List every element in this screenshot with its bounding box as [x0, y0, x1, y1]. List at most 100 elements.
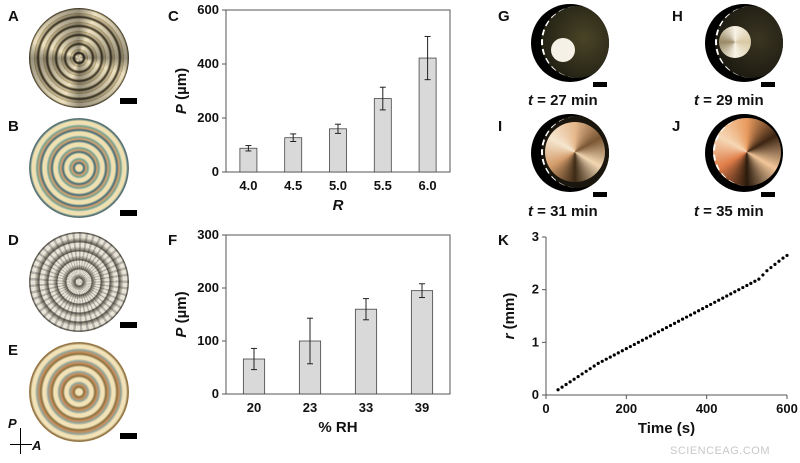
scale-bar-e: [120, 433, 137, 439]
scale-bar-j: [761, 192, 775, 197]
bar: [239, 147, 258, 173]
data-point: [697, 309, 701, 313]
data-point: [604, 357, 608, 361]
data-point: [556, 388, 560, 392]
y-axis-label: P (µm): [173, 68, 190, 114]
y-tick-label: 1: [532, 334, 539, 349]
data-point: [765, 269, 769, 273]
data-point: [725, 294, 729, 298]
data-point: [761, 273, 765, 277]
y-tick-label: 3: [532, 229, 539, 244]
scale-bar-d: [120, 322, 137, 328]
data-point: [733, 290, 737, 294]
micrograph-b: [29, 118, 129, 218]
x-tick-label: 400: [696, 401, 718, 416]
data-point: [580, 372, 584, 376]
y-tick-label: 200: [197, 280, 219, 295]
bar: [410, 290, 434, 395]
x-axis-label: % RH: [318, 419, 357, 436]
y-axis-label: P (µm): [173, 291, 190, 337]
scale-bar-b: [120, 210, 137, 216]
caption-h: t = 29 min: [694, 92, 764, 109]
scale-bar-h: [761, 82, 775, 87]
x-axis-label: Time (s): [638, 420, 695, 437]
scale-bar-i: [593, 192, 607, 197]
plot-frame: [225, 234, 451, 395]
data-point: [701, 307, 705, 311]
data-point: [644, 336, 649, 340]
data-point: [729, 292, 733, 296]
data-point: [652, 332, 657, 336]
panel-label-a: A: [8, 8, 19, 25]
data-point: [660, 328, 665, 332]
chart-c: 0 200 400 600 4.0 4.5 5.0 5.5 6.0 R P (µm): [173, 2, 451, 214]
panel-label-i: I: [498, 118, 503, 135]
panel-label-j: J: [672, 118, 681, 135]
x-tick-label: 4.5: [284, 178, 302, 193]
data-point: [781, 256, 785, 260]
data-point: [568, 380, 572, 384]
y-tick-label: 400: [197, 56, 219, 71]
caption-j: t = 35 min: [694, 203, 764, 220]
data-point: [648, 334, 653, 338]
data-point: [620, 349, 624, 353]
x-tick-label: 39: [415, 400, 429, 415]
chart-k: 0 1 2 3 0 200 400 600 Time (s) r (mm): [501, 229, 798, 437]
data-point: [749, 281, 753, 285]
data-point: [693, 311, 697, 315]
micrograph-h: [705, 4, 783, 82]
watermark: SCIENCEAG.COM: [669, 445, 770, 457]
x-tick-label: 200: [615, 401, 637, 416]
x-tick-label: 6.0: [419, 178, 437, 193]
scale-bar-a: [120, 98, 137, 104]
micrograph-a: [29, 8, 129, 108]
data-point: [745, 283, 749, 288]
data-point: [588, 367, 592, 371]
x-tick-label: 5.0: [329, 178, 347, 193]
micrograph-j: [705, 114, 783, 192]
data-point: [656, 330, 661, 334]
x-tick-label: 23: [303, 400, 317, 415]
data-point: [680, 317, 685, 321]
data-point: [757, 277, 761, 281]
data-point: [689, 313, 693, 317]
y-axis-label: r (mm): [501, 293, 518, 340]
data-point: [672, 321, 677, 325]
data-point: [616, 351, 620, 355]
x-tick-label: 5.5: [374, 178, 392, 193]
data-point: [713, 300, 717, 304]
scale-bar-g: [593, 82, 607, 87]
caption-i: t = 31 min: [528, 203, 598, 220]
data-point: [668, 323, 673, 328]
panel-label-g: G: [498, 8, 510, 25]
micrograph-i: [531, 114, 609, 192]
data-point: [612, 353, 616, 357]
y-tick-label: 200: [197, 110, 219, 125]
data-point: [624, 347, 628, 351]
y-tick-label: 0: [532, 387, 539, 402]
x-tick-label: 33: [359, 400, 373, 415]
data-point: [636, 340, 640, 344]
data-point: [628, 344, 632, 349]
data-point: [705, 304, 709, 309]
data-point: [741, 285, 745, 290]
micrograph-d: [29, 232, 129, 332]
data-point: [737, 288, 741, 292]
caption-g: t = 27 min: [528, 92, 598, 109]
data-point: [576, 374, 580, 379]
y-tick-label: 2: [532, 282, 539, 297]
bar: [284, 137, 303, 173]
data-point: [785, 253, 789, 258]
data-point: [709, 302, 713, 307]
polarizer-indicator: P A: [6, 416, 42, 460]
panel-label-c: C: [168, 8, 179, 25]
data-point: [640, 338, 644, 342]
x-tick-label: 20: [247, 400, 261, 415]
analyzer-label: A: [32, 438, 42, 453]
data-point: [684, 315, 689, 319]
data-point: [721, 296, 725, 300]
chart-f: 0 100 200 300 20 23 33 39 % RH P (µm): [173, 227, 451, 436]
x-axis-label: R: [333, 197, 344, 214]
panel-label-e: E: [8, 342, 19, 359]
data-point: [600, 359, 604, 363]
